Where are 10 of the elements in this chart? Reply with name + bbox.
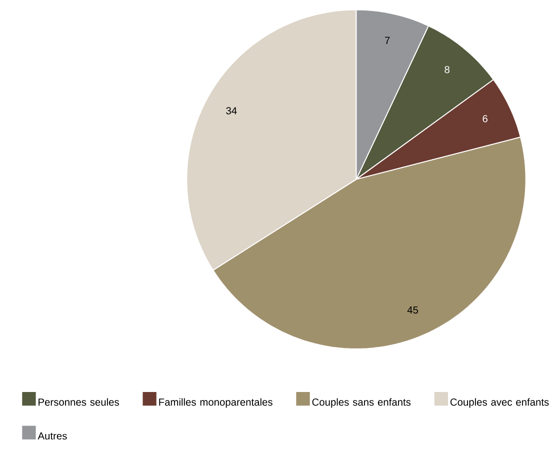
data-label: 6	[482, 114, 488, 122]
legend-label: Couples avec enfants	[450, 398, 549, 408]
legend-label: Familles monoparentales	[159, 398, 272, 408]
legend-label: Personnes seules	[38, 398, 119, 406]
data-label: 7	[385, 36, 390, 44]
legend-label: Autres	[38, 432, 67, 440]
legend-label: Couples sans enfants	[312, 398, 411, 408]
data-label: 45	[407, 306, 418, 314]
data-label: 8	[444, 66, 450, 74]
data-label: 34	[226, 107, 237, 114]
